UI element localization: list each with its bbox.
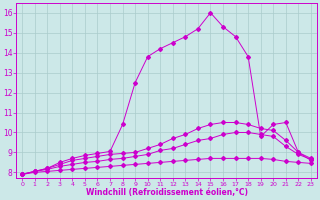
X-axis label: Windchill (Refroidissement éolien,°C): Windchill (Refroidissement éolien,°C)	[85, 188, 248, 197]
